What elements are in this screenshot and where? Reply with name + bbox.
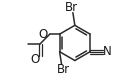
Text: Br: Br (65, 1, 78, 14)
Text: N: N (103, 45, 112, 58)
Text: O: O (39, 28, 48, 41)
Text: Br: Br (57, 63, 70, 76)
Text: O: O (31, 53, 40, 66)
